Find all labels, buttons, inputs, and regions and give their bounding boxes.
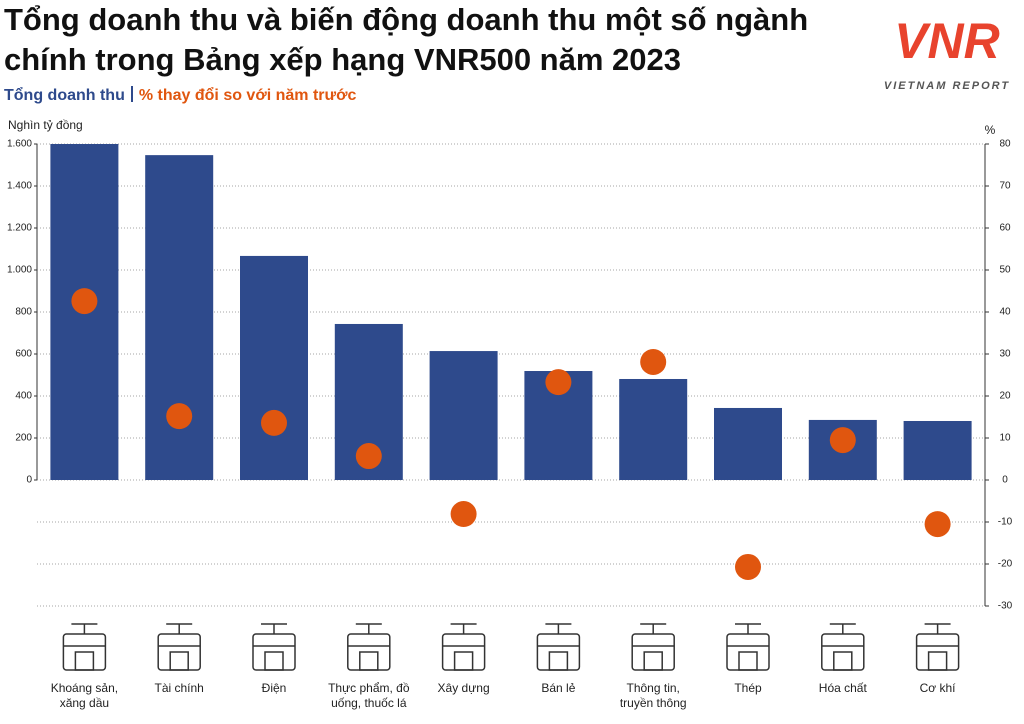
dot — [924, 511, 951, 538]
y2-tick-label: -30 — [998, 601, 1013, 612]
legend-entry: % thay đổi so với năm trước — [138, 87, 357, 104]
y-tick-label: 1.000 — [7, 265, 32, 276]
dot — [545, 369, 572, 396]
x-tick-label: Bán lẻ — [541, 681, 576, 695]
category-icon — [157, 623, 201, 671]
category-icon — [347, 623, 391, 671]
dot — [640, 348, 667, 375]
x-tick-label: Hóa chất — [818, 681, 867, 695]
x-tick-label: Tài chính — [154, 681, 204, 695]
dot — [261, 409, 287, 436]
category-icon — [821, 623, 865, 671]
bar — [145, 155, 214, 480]
category-icon — [726, 623, 770, 671]
y-tick-label: 800 — [15, 307, 32, 318]
y2-tick-label: -20 — [998, 559, 1013, 570]
dot — [735, 553, 761, 580]
y-tick-label: 1.400 — [7, 181, 32, 192]
y2-tick-label: 60 — [999, 223, 1011, 234]
y2-tick-label: 80 — [999, 139, 1011, 150]
x-tick-label: Thép — [734, 681, 762, 695]
bar — [429, 351, 498, 480]
x-tick-label: Cơ khí — [919, 681, 956, 695]
y2-tick-label: 0 — [1002, 475, 1008, 486]
legend: Tổng doanh thu % thay đổi so với năm trướ… — [4, 86, 356, 105]
y-tick-label: 400 — [15, 391, 32, 402]
y2-tick-label: 20 — [999, 391, 1011, 402]
category-icon — [536, 623, 581, 671]
bar — [240, 255, 308, 480]
y-tick-label: 600 — [15, 349, 32, 360]
y2-tick-label: 50 — [999, 265, 1011, 276]
x-tick-label: Xây dựng — [437, 681, 490, 695]
y-tick-label: 1.200 — [7, 223, 32, 234]
y2-tick-label: 40 — [999, 307, 1011, 318]
logo-tagline: VIETNAM REPORT — [884, 80, 1010, 92]
logo: VNR VIETNAM REPORT — [884, 13, 1010, 92]
legend-entry: Tổng doanh thu — [4, 87, 125, 104]
bar — [903, 420, 972, 480]
category-icon — [252, 623, 296, 671]
chart-title: Tổng doanh thu và biến động doanh thu mộ… — [4, 2, 809, 77]
category-icon — [915, 623, 960, 671]
category-icon — [631, 623, 675, 671]
bar — [619, 378, 688, 480]
y-tick-label: 1.600 — [7, 139, 32, 150]
x-tick-label: Thông tin, truyền thông — [619, 681, 687, 710]
logo-text: VNR — [894, 13, 1000, 69]
category-icon — [441, 623, 486, 671]
y-axis-label: Nghìn tỷ đồng — [8, 118, 83, 132]
dot — [450, 501, 477, 528]
dot — [355, 443, 382, 470]
x-tick-label: Khoáng sản, xăng dầu — [50, 681, 119, 710]
x-tick-label: Điện — [261, 681, 287, 695]
y2-axis-label: % — [985, 123, 996, 137]
dot — [166, 403, 193, 430]
dot — [71, 288, 98, 315]
y2-tick-label: 30 — [999, 349, 1011, 360]
y2-tick-label: 70 — [999, 181, 1011, 192]
legend-separator — [130, 86, 133, 102]
category-icon — [62, 623, 107, 671]
y-tick-label: 0 — [26, 475, 32, 486]
y2-tick-label: -10 — [998, 517, 1013, 528]
y2-tick-label: 10 — [999, 433, 1011, 444]
bar — [714, 407, 782, 480]
x-tick-label: Thực phẩm, đồ uống, thuốc lá — [328, 681, 410, 710]
dot — [829, 427, 856, 454]
y-tick-label: 200 — [15, 433, 32, 444]
